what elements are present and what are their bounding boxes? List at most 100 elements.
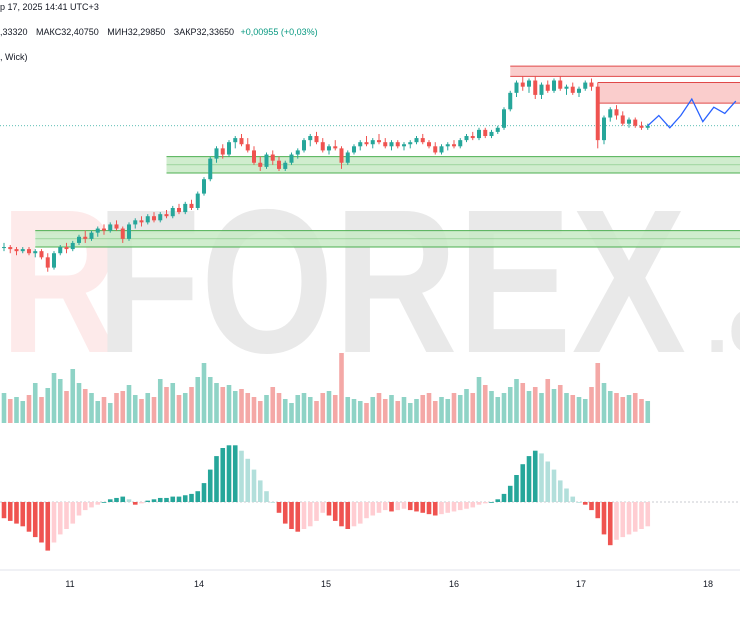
oscillator-bar [545,461,551,502]
volume-bar [307,397,313,423]
oscillator-bar [439,502,444,515]
x-tick-label: 15 [321,579,331,589]
candle-body [339,148,344,163]
candle-body [352,146,356,153]
volume-bar [607,391,613,423]
candle-body [289,154,294,163]
oscillator-bar [7,502,13,521]
oscillator-bar [314,502,319,521]
volume-bar [620,397,626,423]
oscillator-bar [595,502,601,519]
candle-body [202,179,206,194]
oscillator-bar [576,502,582,503]
oscillator-bar [645,502,651,527]
volume-bar [220,387,226,423]
oscillator-bar [395,502,401,511]
volume-bar [639,399,644,423]
candle-body [120,228,125,239]
candle-body [545,84,550,91]
volume-bar [170,383,176,423]
volume-bar [139,399,144,423]
oscillator-bar [320,502,326,513]
oscillator-bar [451,502,457,512]
candle-body [420,138,425,143]
volume-bar [45,388,51,423]
candle-body [283,162,288,169]
x-tick-label: 11 [65,579,74,589]
volume-bar [232,391,238,423]
oscillator-bar [145,500,151,502]
oscillator-bar [532,450,538,502]
volume-bar [482,385,488,423]
header-open: ,33320 [0,27,28,37]
candle-body [127,224,131,239]
volume-bar [451,393,457,423]
volume-bar [126,385,132,423]
candle-body [258,162,263,167]
volume-bar [332,395,338,423]
volume-bar [414,399,419,423]
volume-bar [289,403,294,423]
volume-bar [601,383,607,423]
oscillator-bar [257,480,263,502]
volume-bar [214,383,219,423]
candle-body [95,228,100,233]
volume-bar [264,395,269,423]
candle-body [389,142,394,147]
candle-body [177,207,181,213]
oscillator-bar [51,502,57,543]
oscillator-bar [264,491,269,502]
volume-bar [514,379,519,423]
oscillator-bar [57,502,63,535]
volume-bar [301,393,307,423]
volume-bar [507,387,513,423]
volume-bar [445,399,451,423]
volume-bar [382,399,388,423]
header-close: ЗАКР32,33650 [173,27,235,37]
candle-body [570,86,575,93]
candle-body [302,140,306,151]
oscillator-bar [64,502,69,529]
x-tick-label: 17 [576,579,586,589]
oscillator-bar [95,502,101,505]
candle-body [208,158,213,180]
volume-bar [357,401,363,423]
oscillator-bar [70,502,76,524]
candle-body [602,117,606,141]
candle-body [170,207,175,217]
oscillator-bar [407,502,413,511]
candle-body [533,80,538,95]
candle-body [114,224,119,229]
candle-body [595,86,600,141]
candle-body [345,152,350,163]
candle-body [495,127,500,132]
oscillator-bar [282,502,288,524]
volume-bar [532,387,538,423]
oscillator-bar [476,502,482,505]
candle-body [508,92,513,110]
oscillator-bar [401,502,407,509]
candle-body [320,142,325,151]
candle-body [20,249,25,252]
candle-body [214,148,219,159]
candle-body [45,257,50,268]
volume-bar [539,393,544,423]
candle-body [195,193,200,208]
oscillator-bar [326,502,332,516]
header-ohlc: ,33320 МАКС32,40750 МИН32,29850 ЗАКР32,3… [0,27,318,37]
indicator-label: , Wick) [0,52,28,62]
oscillator-bar [389,502,394,512]
volume-bar [7,399,13,423]
oscillator-bar [107,499,113,502]
volume-bar [314,401,319,423]
oscillator-bar [207,469,213,502]
oscillator-bar [464,502,469,509]
volume-bar [70,369,76,423]
candle-body [552,80,556,91]
candle-body [614,109,619,116]
oscillator-bar [276,502,282,513]
candle-body [233,138,238,143]
candle-body [77,236,81,243]
candle-body [477,129,481,139]
